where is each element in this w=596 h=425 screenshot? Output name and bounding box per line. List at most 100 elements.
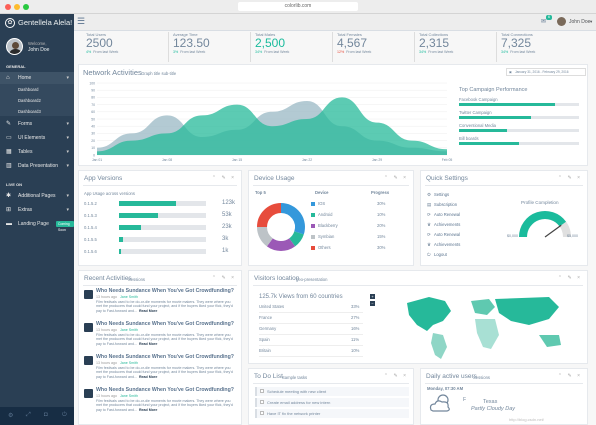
donut-slice [257, 203, 282, 228]
read-more-link[interactable]: Read More [138, 308, 158, 313]
donut-slice [257, 226, 274, 247]
calendar-icon: ▣ [509, 70, 513, 74]
lock-icon[interactable]: ◘ [44, 412, 48, 418]
trophy-icon: ♛ [427, 242, 431, 247]
activity-author[interactable]: Jane Smith [119, 295, 138, 299]
mail-icon[interactable]: ✉ [541, 19, 547, 25]
bug-icon: ✱ [6, 193, 12, 199]
divider [253, 285, 583, 286]
activity-author[interactable]: Jane Smith [119, 328, 138, 332]
panel-tools-icon[interactable]: ⌃ ✎ × [557, 275, 582, 281]
activity-title[interactable]: Who Needs Sundance When You've Got Crowd… [96, 387, 234, 393]
read-more-link[interactable]: Read More [138, 374, 158, 379]
topnav-user[interactable]: John Doe [569, 19, 591, 25]
campaign-bar-track [459, 129, 579, 132]
date-range-picker[interactable]: ▣ January 31, 2016 - February 29, 2016 [506, 68, 586, 76]
divider [83, 185, 237, 186]
panel-tools-icon[interactable]: ⌃ ✎ × [557, 373, 582, 379]
quick-setting-item[interactable]: Auto Renewal [434, 212, 461, 217]
version-label: 0.1.5.6 [84, 249, 97, 254]
activity-title[interactable]: Who Needs Sundance When You've Got Crowd… [96, 288, 234, 294]
sidebar-item-extras[interactable]: ⊞ Extras ▾ [0, 204, 74, 216]
stat-change-value: 34% [501, 50, 509, 54]
topnav-avatar[interactable] [557, 17, 566, 26]
activity-author[interactable]: Jane Smith [119, 361, 138, 365]
todo-checkbox[interactable] [260, 411, 264, 415]
x-tick-label: Jan 08 [162, 158, 172, 162]
activity-author[interactable]: Jane Smith [119, 394, 138, 398]
mail-count-badge: 6 [546, 15, 552, 20]
panel-tools-icon[interactable]: ⌃ ✎ × [211, 175, 236, 181]
panel-tools-icon[interactable]: ⌃ ✎ × [383, 175, 408, 181]
todo-panel: To Do List Sample tasks ⌃ ✎ × Schedule m… [248, 368, 414, 425]
sidebar-item-tables[interactable]: ▦ Tables ▾ [0, 146, 74, 158]
activity-title[interactable]: Who Needs Sundance When You've Got Crowd… [96, 354, 234, 360]
device-value: 30% [377, 245, 386, 250]
maximize-window-button[interactable] [23, 4, 29, 10]
stat-change-value: 4% [86, 50, 92, 54]
todo-checkbox[interactable] [260, 389, 264, 393]
app-versions-panel: App Versions ⌃ ✎ × App Usage across vers… [78, 170, 242, 266]
weather-location: Texas [483, 399, 498, 405]
panel-tools-icon[interactable]: ⌃ ✎ × [557, 175, 582, 181]
quick-setting-item[interactable]: Auto Renewal [434, 232, 461, 237]
activity-date-block [84, 389, 93, 398]
read-more-link[interactable]: Read More [138, 341, 158, 346]
sidebar-item-ui-elements[interactable]: ▭ UI Elements ▾ [0, 132, 74, 144]
panel-tools-icon[interactable]: ⌃ ✎ × [211, 275, 236, 281]
sidebar-item-forms[interactable]: ✎ Forms ▾ [0, 118, 74, 130]
y-tick-label: 40 [91, 125, 95, 129]
quick-settings-title: Quick Settings [426, 175, 468, 182]
activity-title[interactable]: Who Needs Sundance When You've Got Crowd… [96, 321, 234, 327]
map-zoom-out-button[interactable]: − [370, 301, 375, 306]
country-percent: 27% [351, 315, 360, 320]
country-percent: 16% [351, 326, 360, 331]
sidebar-item-home[interactable]: ⌂ Home ▾ [0, 72, 74, 84]
map-africa [475, 319, 499, 349]
sidebar-item-dashboard2[interactable]: Dashboard2 [18, 98, 41, 103]
weather-panel: Daily active users Sessions ⌃ ✎ × Monday… [420, 368, 588, 425]
minimize-window-button[interactable] [14, 4, 20, 10]
sidebar-item-landing-page[interactable]: ▬ Landing Page Coming Soon [0, 218, 74, 232]
x-tick-label: Jan 22 [302, 158, 312, 162]
read-more-link[interactable]: Read More [138, 407, 158, 412]
sidebar-item-dashboard3[interactable]: Dashboard3 [18, 109, 41, 114]
device-header-device: Device [315, 190, 329, 195]
gear-icon: ⚙ [427, 192, 431, 197]
brand-title[interactable]: Gentellela Alela! [18, 18, 73, 27]
todo-subtitle: Sample tasks [282, 375, 308, 380]
todo-checkbox[interactable] [260, 400, 264, 404]
settings-icon[interactable]: ⚙ [8, 413, 14, 419]
version-label: 0.1.5.4 [84, 225, 97, 230]
campaign-bar-track [459, 142, 579, 145]
quick-setting-item[interactable]: Achievements [434, 222, 461, 227]
power-icon[interactable]: ⏻ [62, 412, 67, 418]
panel-tools-icon[interactable]: ⌃ ✎ × [383, 373, 408, 379]
quick-setting-item[interactable]: Subscription [434, 202, 458, 207]
campaign-bar-fill [459, 142, 519, 145]
network-subtitle: Graph title sub-title [141, 71, 177, 76]
quick-setting-item[interactable]: Settings [434, 192, 450, 197]
map-zoom-in-button[interactable]: + [370, 294, 375, 299]
stat-change: 12% From last Week [337, 50, 410, 54]
sidebar-item-dashboard[interactable]: Dashboard [18, 87, 39, 92]
device-color-swatch [311, 202, 315, 206]
sidebar-item-additional-pages[interactable]: ✱ Additional Pages ▾ [0, 190, 74, 202]
visitors-panel: Visitors location geo-presentation ⌃ ✎ ×… [248, 270, 588, 364]
fullscreen-icon[interactable]: ⤢ [26, 412, 31, 418]
campaign-list: Facebook Campaign Twitter Campaign Convent… [459, 97, 584, 157]
divider [253, 185, 409, 186]
stat-value: 123.50 [173, 36, 210, 50]
close-window-button[interactable] [5, 4, 11, 10]
sidebar: ✿ Gentellela Alela! Welcome, John Doe GE… [0, 14, 74, 425]
quick-setting-item[interactable]: Logout [434, 252, 447, 257]
version-bar-track [119, 213, 206, 218]
address-bar[interactable]: colorlib.com [238, 2, 358, 11]
menu-toggle-icon[interactable]: ☰ [77, 16, 86, 26]
network-title: Network Activities [83, 68, 142, 77]
sidebar-item-data-presentation[interactable]: ▥ Data Presentation ▾ [0, 160, 74, 172]
quick-setting-item[interactable]: Achievements [434, 242, 461, 247]
weather-title: Daily active users [426, 373, 477, 380]
activity-item: Who Needs Sundance When You've Got Crowd… [84, 387, 239, 420]
stat-value: 7,325 [501, 36, 532, 50]
